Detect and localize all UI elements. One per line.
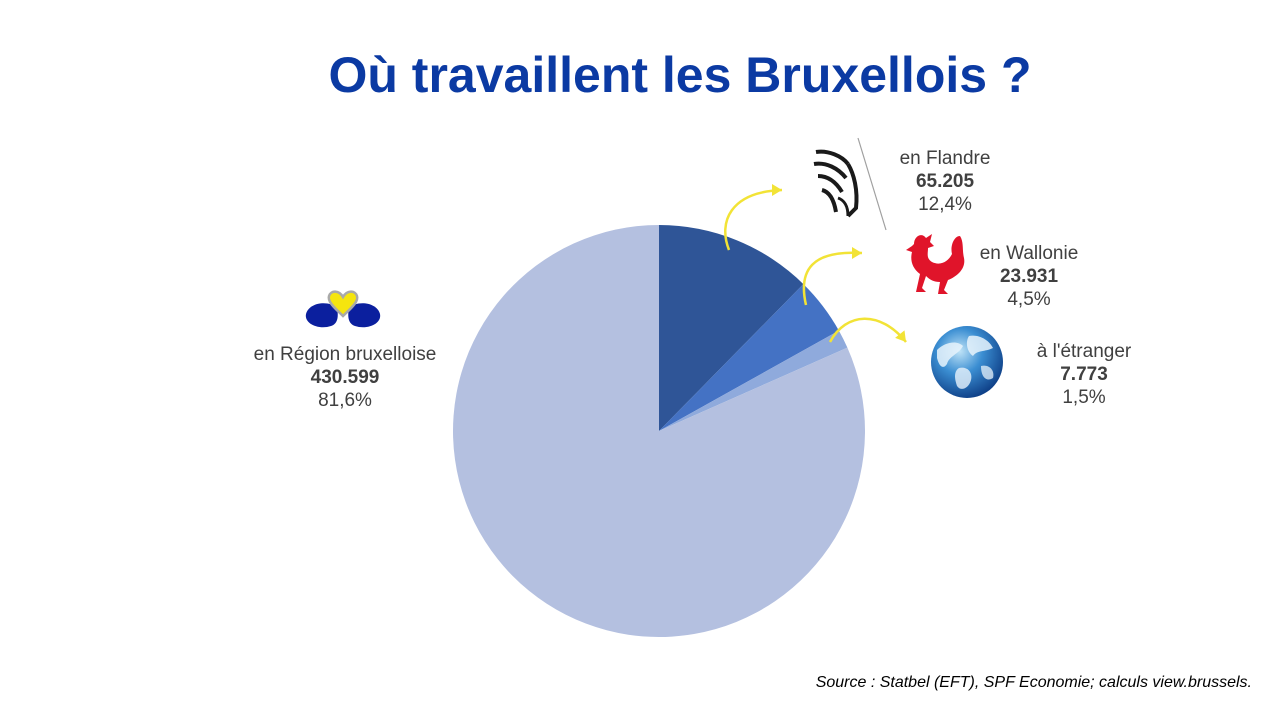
arrow-etranger: [828, 317, 907, 343]
slice-label-percent: 81,6%: [318, 390, 372, 411]
slice-label-value: 430.599: [310, 367, 380, 388]
slice-label-flandre: en Flandre 65.205 12,4%: [886, 147, 1004, 216]
page-title: Où travaillent les Bruxellois ?: [328, 47, 1032, 103]
arrow-flandre-head: [772, 184, 782, 196]
slice-label-name: à l'étranger: [1036, 341, 1132, 362]
slice-etranger: [659, 330, 848, 431]
slice-label-value: 23.931: [999, 266, 1059, 287]
slice-label-percent: 1,5%: [1062, 387, 1106, 408]
flemish-lion-icon: [813, 137, 887, 231]
slice-label-bruxelles: en Région bruxelloise 430.599 81,6%: [238, 343, 452, 412]
arrow-wallonie: [802, 251, 863, 306]
slice-label-etranger: à l'étranger 7.773 1,5%: [1024, 340, 1144, 409]
slice-label-value: 65.205: [915, 171, 975, 192]
arrow-flandre: [724, 188, 783, 251]
brussels-iris-logo-icon: [305, 290, 381, 328]
walloon-rooster-icon: [906, 234, 965, 294]
slice-wallonie: [659, 284, 839, 431]
globe-icon: [931, 326, 1003, 398]
arrow-wallonie-head: [852, 247, 862, 259]
slice-label-percent: 4,5%: [1007, 289, 1051, 310]
slice-flandre: [659, 224, 804, 431]
slice-label-name: en Région bruxelloise: [253, 344, 437, 365]
slice-label-name: en Wallonie: [979, 243, 1079, 264]
slice-label-percent: 12,4%: [918, 194, 972, 215]
slice-label-wallonie: en Wallonie 23.931 4,5%: [976, 242, 1082, 311]
slice-bruxelles: [453, 225, 866, 637]
arrow-etranger-head: [895, 330, 906, 342]
slice-label-name: en Flandre: [899, 148, 991, 169]
source-note: Source : Statbel (EFT), SPF Economie; ca…: [815, 674, 1252, 691]
slice-label-value: 7.773: [1060, 364, 1108, 385]
